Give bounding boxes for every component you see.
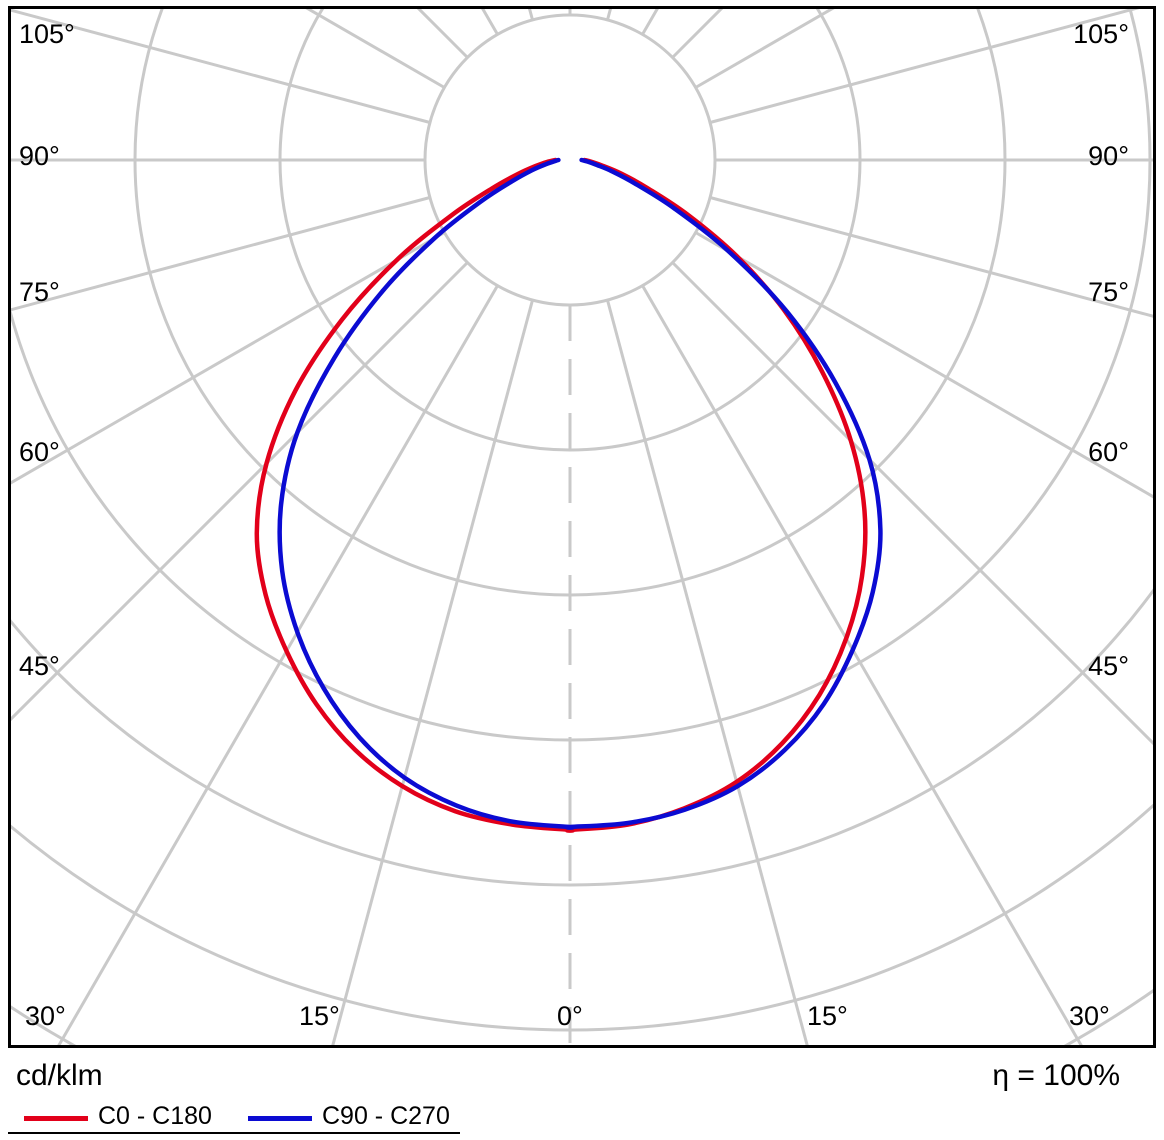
- gamma-label-right-45: 45°: [1088, 651, 1129, 681]
- legend-underline: [8, 1132, 460, 1134]
- gamma-label-right-75: 75°: [1088, 277, 1129, 307]
- gamma-label-left-45: 45°: [19, 651, 60, 681]
- polar-plot-area: 105° 90° 75° 60° 45° 30° 15° 0° 15° 30° …: [8, 6, 1156, 1048]
- gamma-label-right-105: 105°: [1073, 19, 1129, 49]
- gamma-label-left-105: 105°: [19, 19, 75, 49]
- gamma-label-left-60: 60°: [19, 437, 60, 467]
- legend-label-c0-c180: C0 - C180: [98, 1102, 212, 1130]
- legend-swatch-c0-c180: [24, 1116, 88, 1121]
- efficiency-label: η = 100%: [992, 1059, 1120, 1092]
- gamma-label-left-75: 75°: [19, 277, 60, 307]
- legend-swatch-c90-c270: [248, 1116, 312, 1121]
- gamma-label-left-30: 30°: [25, 1001, 66, 1031]
- gamma-label-bottom-15-left: 15°: [299, 1001, 340, 1031]
- gamma-label-right-90: 90°: [1088, 141, 1129, 171]
- units-label: cd/klm: [16, 1059, 103, 1092]
- gamma-label-bottom-0: 0°: [557, 1001, 583, 1031]
- gamma-label-right-60: 60°: [1088, 437, 1129, 467]
- legend-label-c90-c270: C90 - C270: [322, 1102, 450, 1130]
- gamma-label-left-90: 90°: [19, 141, 60, 171]
- polar-chart-svg: [11, 9, 1153, 1045]
- gamma-label-bottom-15-right: 15°: [807, 1001, 848, 1031]
- gamma-label-bottom-30-right: 30°: [1069, 1001, 1110, 1031]
